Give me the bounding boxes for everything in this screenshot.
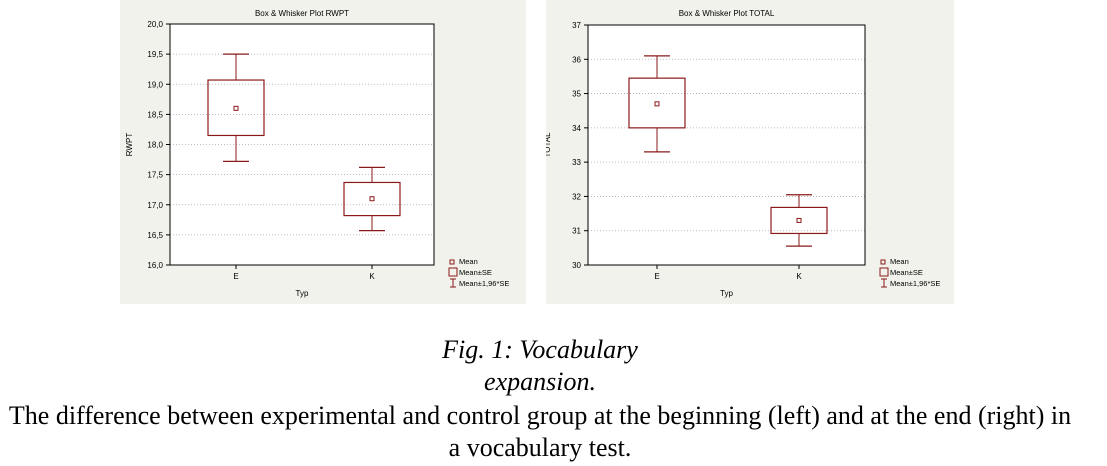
mean-marker bbox=[233, 105, 239, 111]
legend-mean-symbol bbox=[880, 259, 886, 265]
chart-panel-total: Box & Whisker Plot TOTAL 30 31 32 33 34 35 36 37… bbox=[546, 0, 954, 304]
y-tick-label: 37 bbox=[572, 21, 581, 30]
y-axis-label: RWPT bbox=[125, 133, 134, 157]
figure-caption-title-line2: expansion. bbox=[484, 367, 596, 396]
total-box-plot: Box & Whisker Plot TOTAL 30 31 32 33 34 35 36 37… bbox=[546, 9, 940, 298]
plot-area bbox=[588, 25, 865, 265]
chart-panel-rwpt: Box & Whisker Plot RWPT 16,0 16,5 17,0 17,5 1… bbox=[120, 0, 526, 304]
y-tick-label: 32 bbox=[572, 192, 581, 201]
mean-marker bbox=[796, 217, 802, 223]
y-tick-label: 19,0 bbox=[147, 80, 163, 89]
y-tick-label: 17,5 bbox=[147, 171, 163, 180]
legend-label: Mean±SE bbox=[459, 268, 492, 277]
y-tick-label: 16,5 bbox=[147, 231, 163, 240]
y-tick-label: 36 bbox=[572, 55, 581, 64]
y-tick-label: 33 bbox=[572, 158, 581, 167]
x-axis-label: Typ bbox=[720, 289, 733, 298]
legend-label: Mean±1,96*SE bbox=[459, 279, 509, 288]
x-tick-label: E bbox=[233, 272, 238, 281]
se-box bbox=[207, 79, 265, 137]
se-box bbox=[770, 206, 828, 235]
y-axis-label: TOTAL bbox=[546, 132, 552, 158]
y-tick-label: 34 bbox=[572, 124, 581, 133]
plot-frame bbox=[169, 23, 435, 266]
se-box bbox=[628, 77, 686, 129]
legend-label: Mean bbox=[459, 257, 478, 266]
x-tick-label: E bbox=[654, 272, 659, 281]
figure-caption-title-line1: Fig. 1: Vocabulary bbox=[442, 335, 638, 364]
plot-frame bbox=[587, 24, 866, 266]
mean-marker bbox=[369, 196, 375, 202]
y-tick-label: 18,0 bbox=[147, 141, 163, 150]
chart-title: Box & Whisker Plot TOTAL bbox=[679, 9, 775, 18]
y-tick-label: 16,0 bbox=[147, 261, 163, 270]
y-tick-label: 17,0 bbox=[147, 201, 163, 210]
x-axis-label: Typ bbox=[296, 289, 309, 298]
y-tick-label: 18,5 bbox=[147, 110, 163, 119]
legend-mean-symbol bbox=[449, 259, 455, 265]
x-tick-label: K bbox=[369, 272, 375, 281]
se-box bbox=[343, 181, 401, 217]
legend-label: Mean±SE bbox=[890, 268, 923, 277]
y-tick-label: 31 bbox=[572, 227, 581, 236]
mean-marker bbox=[654, 101, 660, 107]
chart-title: Box & Whisker Plot RWPT bbox=[255, 9, 349, 18]
y-tick-label: 30 bbox=[572, 261, 581, 270]
y-tick-label: 20,0 bbox=[147, 20, 163, 29]
legend-se-symbol bbox=[448, 267, 458, 277]
legend-label: Mean±1,96*SE bbox=[890, 279, 940, 288]
y-tick-label: 35 bbox=[572, 90, 581, 99]
legend-label: Mean bbox=[890, 257, 909, 266]
y-tick-label: 19,5 bbox=[147, 50, 163, 59]
legend-se-symbol bbox=[879, 267, 889, 277]
x-tick-label: K bbox=[796, 272, 802, 281]
rwpt-box-plot: Box & Whisker Plot RWPT 16,0 16,5 17,0 17,5 1… bbox=[125, 9, 509, 298]
figure-caption-body: The difference between experimental and … bbox=[8, 401, 1072, 462]
